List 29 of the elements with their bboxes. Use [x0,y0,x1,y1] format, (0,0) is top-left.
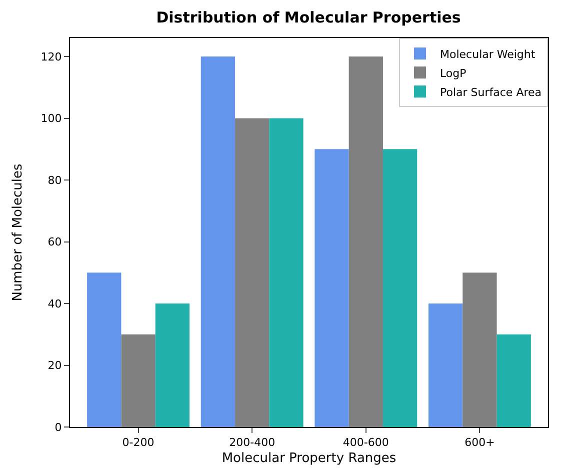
x-tick-label: 200-400 [229,436,276,450]
x-tick-label: 400-600 [342,436,389,450]
bar [382,149,418,427]
bar [155,304,190,427]
bar [496,334,531,427]
bar [87,272,122,427]
x-axis-title: Molecular Property Ranges [222,450,396,466]
legend-label: Polar Surface Area [440,86,542,99]
y-tick-label: 120 [40,50,62,64]
x-tick-label: 600+ [464,436,495,450]
legend-label: Molecular Weight [440,48,536,61]
y-tick-label: 80 [48,174,62,187]
bar [348,56,383,427]
chart-title: Distribution of Molecular Properties [156,8,461,26]
bar [314,149,349,427]
y-tick-label: 100 [40,112,62,126]
bar [462,272,497,427]
bar [200,56,236,427]
bar [235,118,270,427]
y-tick-label: 60 [48,236,62,249]
y-tick-label: 0 [54,420,62,434]
legend-label: LogP [440,66,467,80]
x-tick-label: 0-200 [122,436,154,450]
bar [269,118,304,427]
bar [428,304,463,427]
y-tick-label: 20 [48,359,62,372]
y-tick-label: 40 [48,297,62,310]
y-axis-title: Number of Molecules [10,163,26,302]
bar [121,334,156,427]
